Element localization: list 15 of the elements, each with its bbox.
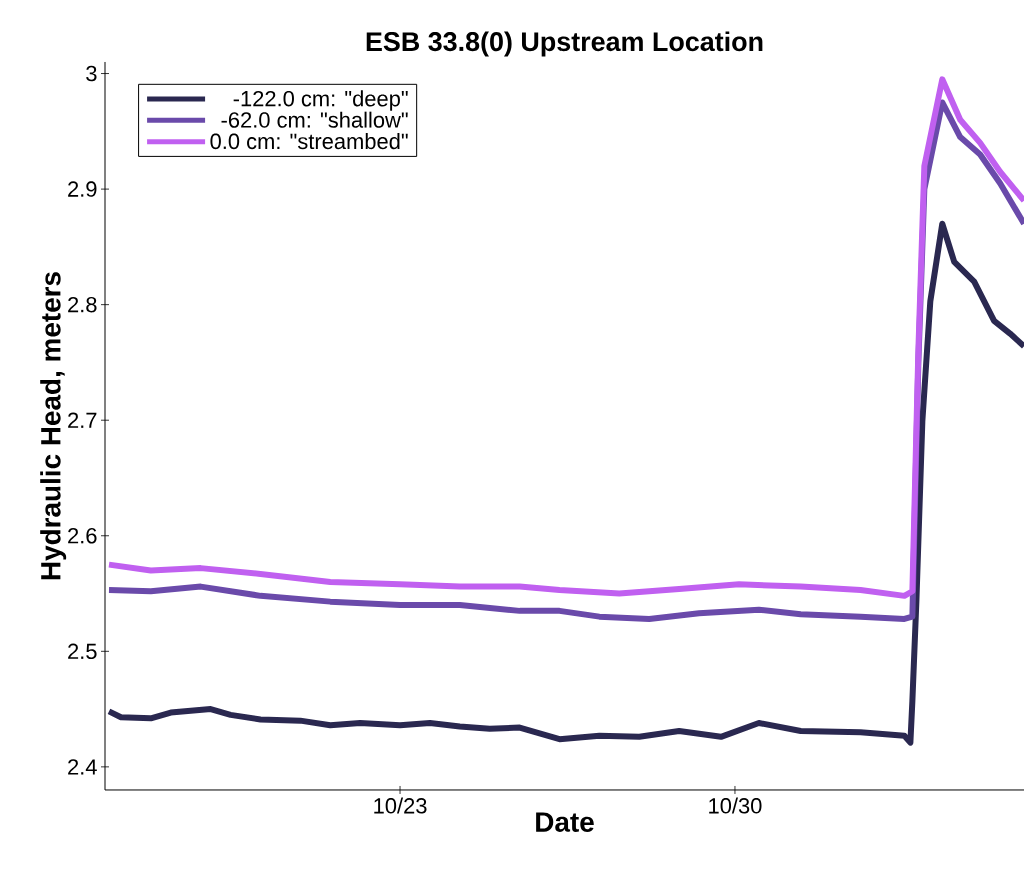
x-axis-title: Date	[536, 812, 594, 832]
y-tick-label: 2.5	[68, 643, 97, 660]
y-tick-label: 2.4	[68, 759, 97, 775]
chart-title: ESB 33.8(0) Upstream Location	[366, 31, 763, 57]
x-tick-label: 10/30	[709, 797, 762, 814]
legend-label: 0.0 cm: "streambed"	[210, 133, 408, 150]
y-tick-label: 2.9	[68, 181, 97, 197]
y-tick-label: 2.8	[68, 296, 97, 313]
y-tick-label: 2.7	[68, 412, 97, 428]
y-tick-label: 2.6	[68, 527, 97, 544]
y-axis-title: Hydraulic Head, meters	[40, 272, 67, 580]
legend-label: -62.0 cm: "shallow"	[221, 111, 408, 128]
y-tick-label: 3	[86, 65, 97, 82]
x-tick-label: 10/23	[374, 797, 427, 814]
legend-label: -122.0 cm: "deep"	[233, 90, 408, 111]
